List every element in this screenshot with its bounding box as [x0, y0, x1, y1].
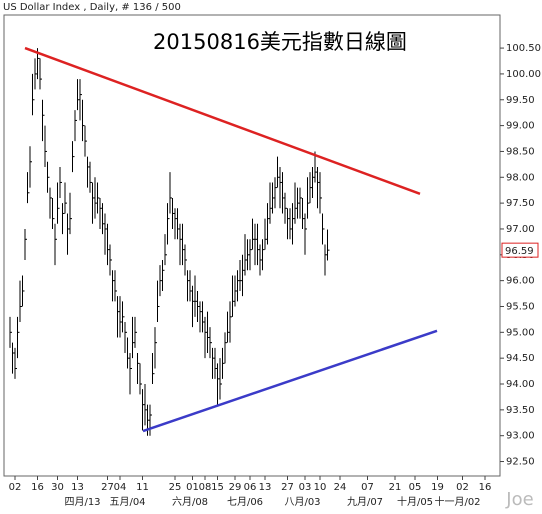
- x-tick-label: 10: [314, 482, 327, 493]
- x-tick-label: 13: [71, 482, 84, 493]
- y-tick-label: 100.50: [506, 43, 541, 54]
- x-tick-label: 13: [259, 482, 272, 493]
- last-value-box: [501, 242, 539, 258]
- y-tick-label: 95.00: [506, 327, 535, 338]
- x-tick-label: 29: [229, 482, 242, 493]
- month-label: 六月/08: [172, 496, 208, 508]
- x-tick-label: 08: [199, 482, 212, 493]
- plot-frame: [3, 14, 501, 477]
- x-tick-label: 16: [31, 482, 44, 493]
- x-tick-label: 01: [186, 482, 199, 493]
- header: US Dollar Index , Daily, # 136 / 500: [3, 2, 181, 13]
- y-tick-label: 96.00: [506, 276, 535, 287]
- month-label: 七月/06: [227, 496, 263, 508]
- x-tick-label: 25: [169, 482, 182, 493]
- y-tick-label: 100.00: [506, 69, 541, 80]
- x-tick-label: 15: [211, 482, 224, 493]
- x-tick-label: 27: [281, 482, 294, 493]
- last-value-label: 96.59: [505, 246, 534, 257]
- x-tick-label: 30: [51, 482, 64, 493]
- y-tick-label: 98.00: [506, 172, 535, 183]
- month-label: 十月/05: [397, 495, 433, 508]
- x-tick-label: 02: [456, 482, 469, 493]
- y-tick-label: 95.50: [506, 301, 535, 312]
- x-tick-label: 04: [114, 482, 127, 493]
- y-tick-label: 94.50: [506, 353, 535, 364]
- x-tick-label: 24: [334, 482, 347, 493]
- y-tick-label: 99.00: [506, 121, 535, 132]
- x-tick-label: 11: [136, 482, 149, 493]
- trend-line: [142, 329, 438, 433]
- month-label: 五月/04: [109, 496, 145, 508]
- y-tick-label: 99.50: [506, 95, 535, 106]
- watermark: Joe: [505, 489, 533, 510]
- y-tick-label: 94.00: [506, 379, 535, 390]
- x-tick-label: 03: [299, 482, 312, 493]
- y-tick-label: 92.50: [506, 457, 535, 468]
- x-tick-label: 19: [431, 482, 444, 493]
- x-tick-label: 16: [479, 482, 492, 493]
- x-tick-label: 27: [101, 482, 114, 493]
- y-tick-label: 97.00: [506, 224, 535, 235]
- y-tick-label: 93.50: [506, 405, 535, 416]
- x-tick-label: 06: [244, 482, 257, 493]
- month-label: 八月/03: [284, 496, 320, 508]
- month-label: 九月/07: [347, 496, 383, 508]
- month-label: 十一月/02: [434, 495, 480, 508]
- y-tick-label: 93.00: [506, 431, 535, 442]
- x-tick-label: 02: [9, 482, 22, 493]
- x-tick-label: 05: [409, 482, 422, 493]
- y-tick-label: 98.50: [506, 146, 535, 157]
- chart-title: 20150816美元指數日線圖: [153, 30, 407, 54]
- y-tick-label: 97.50: [506, 198, 535, 209]
- month-label: 四月/13: [64, 496, 100, 508]
- x-tick-label: 07: [361, 482, 374, 493]
- trend-line: [24, 46, 421, 195]
- x-tick-label: 21: [389, 482, 402, 493]
